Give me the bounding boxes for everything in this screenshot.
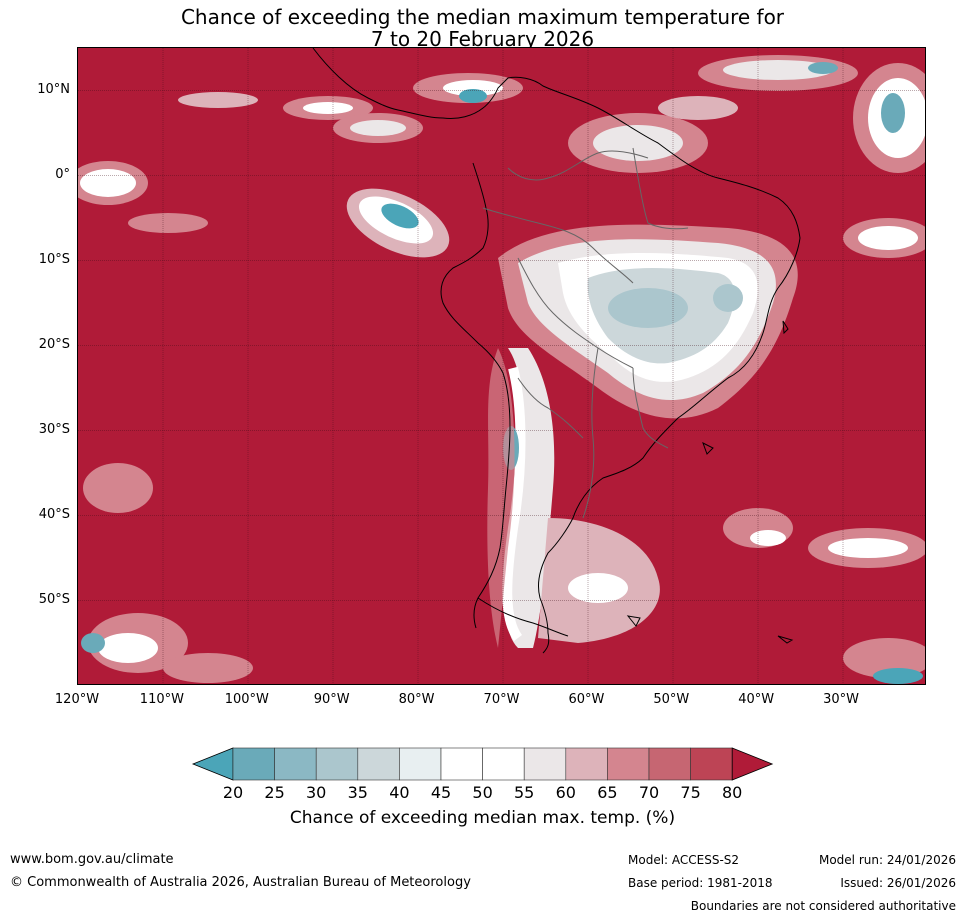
map-canvas [78,48,925,684]
footer-copyright: © Commonwealth of Australia 2026, Austra… [10,875,471,890]
colorbar-tick-label: 25 [264,783,285,802]
colorbar-segment [565,747,608,781]
colorbar-segment [357,747,400,781]
lon-tick-label: 50°W [653,692,690,707]
lon-tick-label: 60°W [568,692,605,707]
colorbar-segment [690,747,733,781]
brazil-interior-anomaly [498,224,798,419]
coastline [312,48,801,654]
atlantic-north-patches [568,55,925,258]
footer-website[interactable]: www.bom.gov.au/climate [10,852,174,867]
lat-tick-label: 10°N [37,81,70,97]
colorbar-extend-low [191,747,234,781]
colorbar-segment [274,747,317,781]
andes-anomaly [487,348,555,648]
lat-tick-label: 20°S [38,336,70,352]
colorbar-segment [648,747,691,781]
footer-model: Model: ACCESS-S2 [628,853,740,867]
lon-tick-label: 40°W [738,692,775,707]
colorbar-tick-label: 20 [222,783,244,802]
colorbar-tick-label: 35 [347,783,368,802]
country-borders [482,147,689,519]
colorbar-tick-label: 50 [472,783,493,802]
footer-model-run: Model run: 24/01/2026 [818,853,956,867]
colorbar-tick-label: 65 [597,783,618,802]
lon-tick-label: 80°W [398,692,435,707]
colorbar-segment [482,747,525,781]
colorbar-segment [523,747,567,781]
colorbar-segment [440,747,483,781]
lat-tick-label: 40°S [38,506,70,522]
lon-tick-label: 70°W [483,692,520,707]
footer-disclaimer: Boundaries are not considered authoritat… [690,899,956,913]
colorbar-tick-label: 55 [514,783,535,802]
caribbean-patches [333,73,523,143]
colorbar-tick-label: 45 [430,783,452,802]
pacific-cool-anomaly [346,188,450,258]
chart-title-line1: Chance of exceeding the median maximum t… [180,5,785,29]
colorbar-tick-label: 30 [306,783,327,802]
colorbar-extend-high [731,747,774,781]
lon-tick-label: 30°W [823,692,860,707]
lat-tick-label: 50°S [38,591,70,607]
lon-tick-label: 90°W [313,692,350,707]
colorbar-tick-label: 80 [722,783,743,802]
lat-tick-label: 10°S [38,251,70,267]
lon-tick-label: 120°W [54,692,100,707]
lon-tick-label: 110°W [139,692,184,707]
colorbar-tick-label: 70 [638,783,660,802]
colorbar-tick-label: 60 [555,783,576,802]
colorbar-tick-label: 75 [680,783,701,802]
footer-base-period: Base period: 1981-2018 [628,876,773,890]
colorbar-segment [232,747,275,781]
colorbar [191,747,774,781]
forecast-map [77,47,926,685]
colorbar-segment [399,747,442,781]
lat-tick-label: 0° [55,166,70,182]
colorbar-segment [315,747,359,781]
colorbar-title: Chance of exceeding median max. temp. (%… [289,808,676,828]
colorbar-segment [607,747,650,781]
chart-title-line2: 7 to 20 February 2026 [370,27,595,51]
colorbar-tick-label: 40 [389,783,410,802]
lat-tick-label: 30°S [38,421,70,437]
footer-issued: Issued: 26/01/2026 [840,876,956,890]
lon-tick-label: 100°W [224,692,269,707]
